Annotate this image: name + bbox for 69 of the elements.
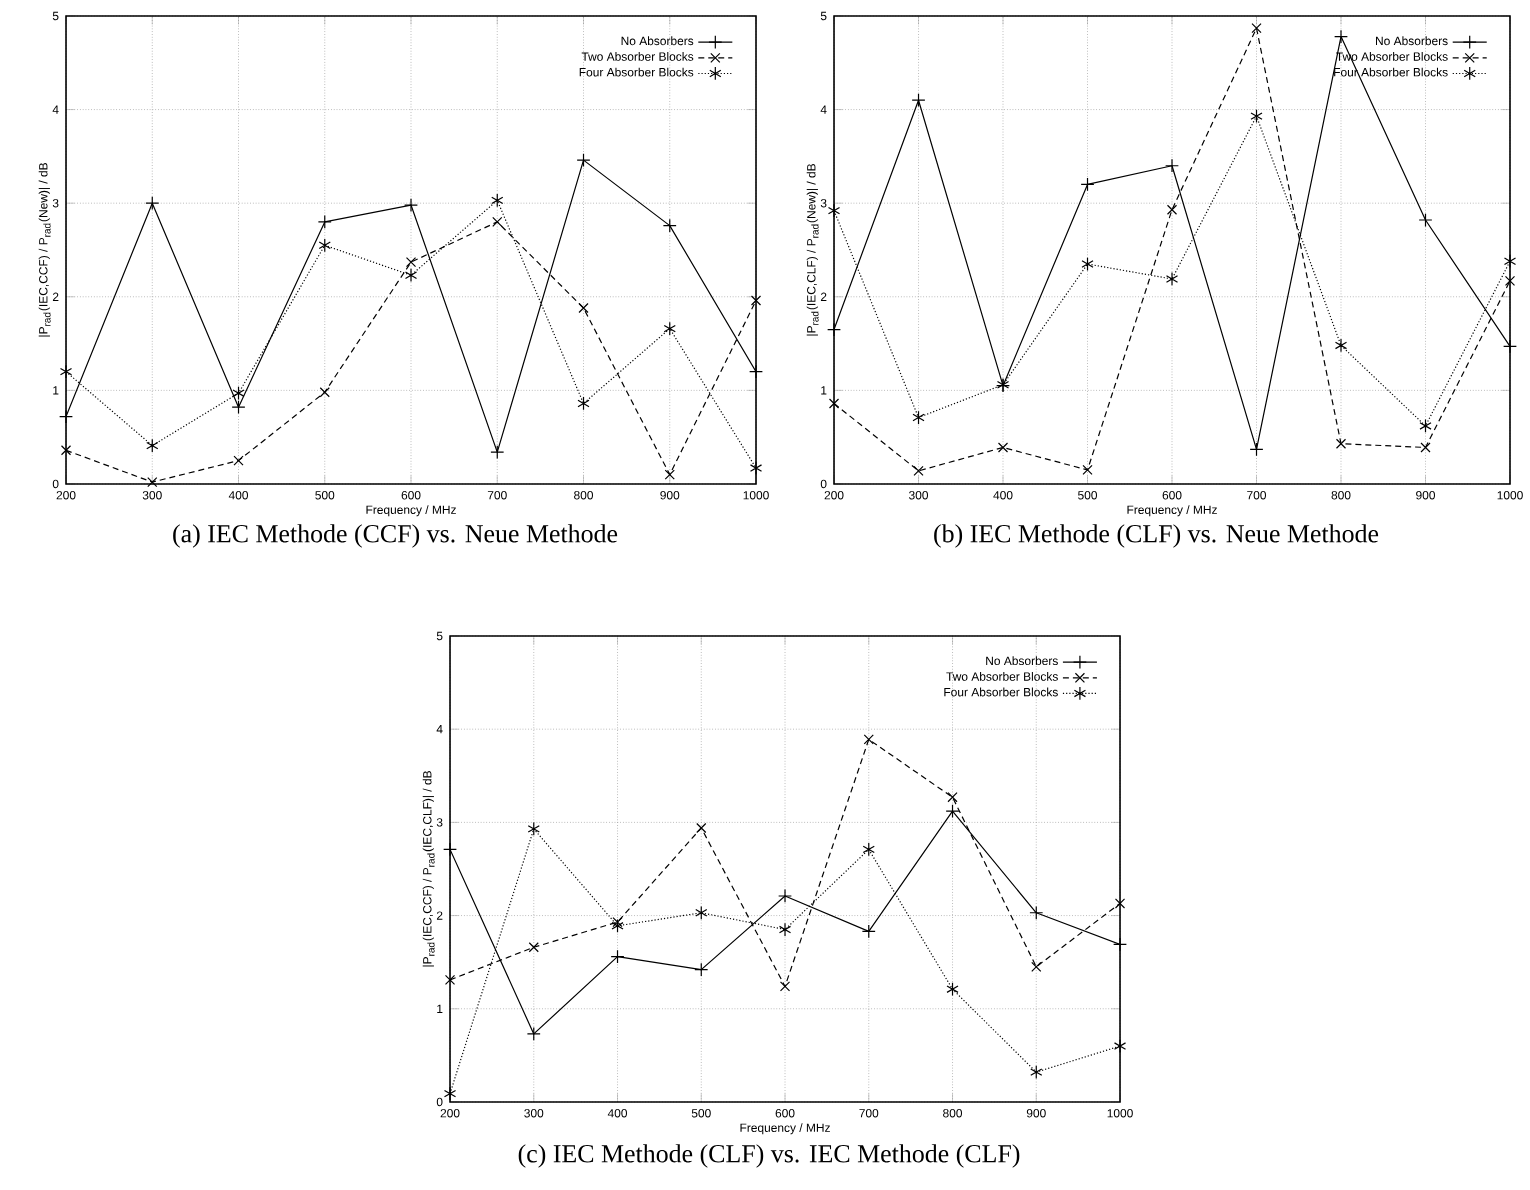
point (526, 1026, 541, 1041)
point (827, 203, 841, 218)
point (528, 942, 539, 953)
point (1334, 338, 1348, 353)
point (1114, 898, 1126, 909)
point (492, 216, 503, 227)
point (997, 442, 1009, 453)
point (1029, 905, 1044, 920)
text: (a) IEC Methode (CCF) vs. Neue Methode (173, 524, 618, 548)
point (1082, 464, 1093, 476)
point (59, 364, 73, 379)
point (1250, 109, 1263, 124)
point (664, 469, 675, 480)
point (60, 445, 72, 456)
point (1504, 275, 1516, 286)
point (444, 974, 456, 985)
point (946, 982, 959, 997)
point (1335, 438, 1347, 449)
point (577, 396, 590, 411)
point (146, 438, 159, 453)
point (405, 257, 417, 268)
point (491, 193, 504, 208)
point (527, 821, 540, 836)
point (1503, 254, 1517, 269)
point (662, 218, 677, 233)
point (1166, 204, 1178, 215)
point (663, 321, 676, 336)
point (1251, 23, 1262, 34)
point (612, 916, 623, 928)
point (911, 93, 926, 108)
point (1030, 1065, 1043, 1080)
point (1420, 442, 1431, 453)
point (578, 302, 589, 314)
point (610, 949, 625, 964)
point (779, 981, 791, 992)
point (490, 445, 505, 460)
point (145, 196, 160, 211)
point (695, 905, 708, 920)
point (912, 410, 925, 425)
point (404, 268, 418, 283)
point (1419, 418, 1432, 433)
point (232, 386, 245, 401)
point (750, 295, 762, 306)
point (862, 842, 875, 857)
point (1081, 257, 1094, 271)
point (828, 398, 840, 409)
point (318, 238, 331, 253)
point (1113, 1039, 1127, 1054)
point (1165, 272, 1179, 286)
point (945, 804, 960, 819)
point (233, 455, 244, 466)
point (1031, 961, 1042, 972)
point (778, 922, 792, 937)
text: (b) IEC Methode (CLF) vs. Neue Methode (934, 524, 1379, 548)
text: (c) IEC Methode (CLF) vs. IEC Methode (CLF) (518, 1144, 1020, 1168)
point (863, 734, 874, 745)
point (696, 822, 707, 834)
point (749, 461, 763, 476)
point (778, 889, 792, 903)
point (947, 792, 958, 803)
point (913, 465, 924, 476)
point (1418, 213, 1433, 227)
point (611, 918, 624, 933)
point (319, 387, 330, 398)
point (1249, 442, 1264, 457)
point (576, 153, 591, 168)
point (147, 476, 158, 488)
point (1080, 177, 1095, 192)
point (231, 400, 246, 415)
